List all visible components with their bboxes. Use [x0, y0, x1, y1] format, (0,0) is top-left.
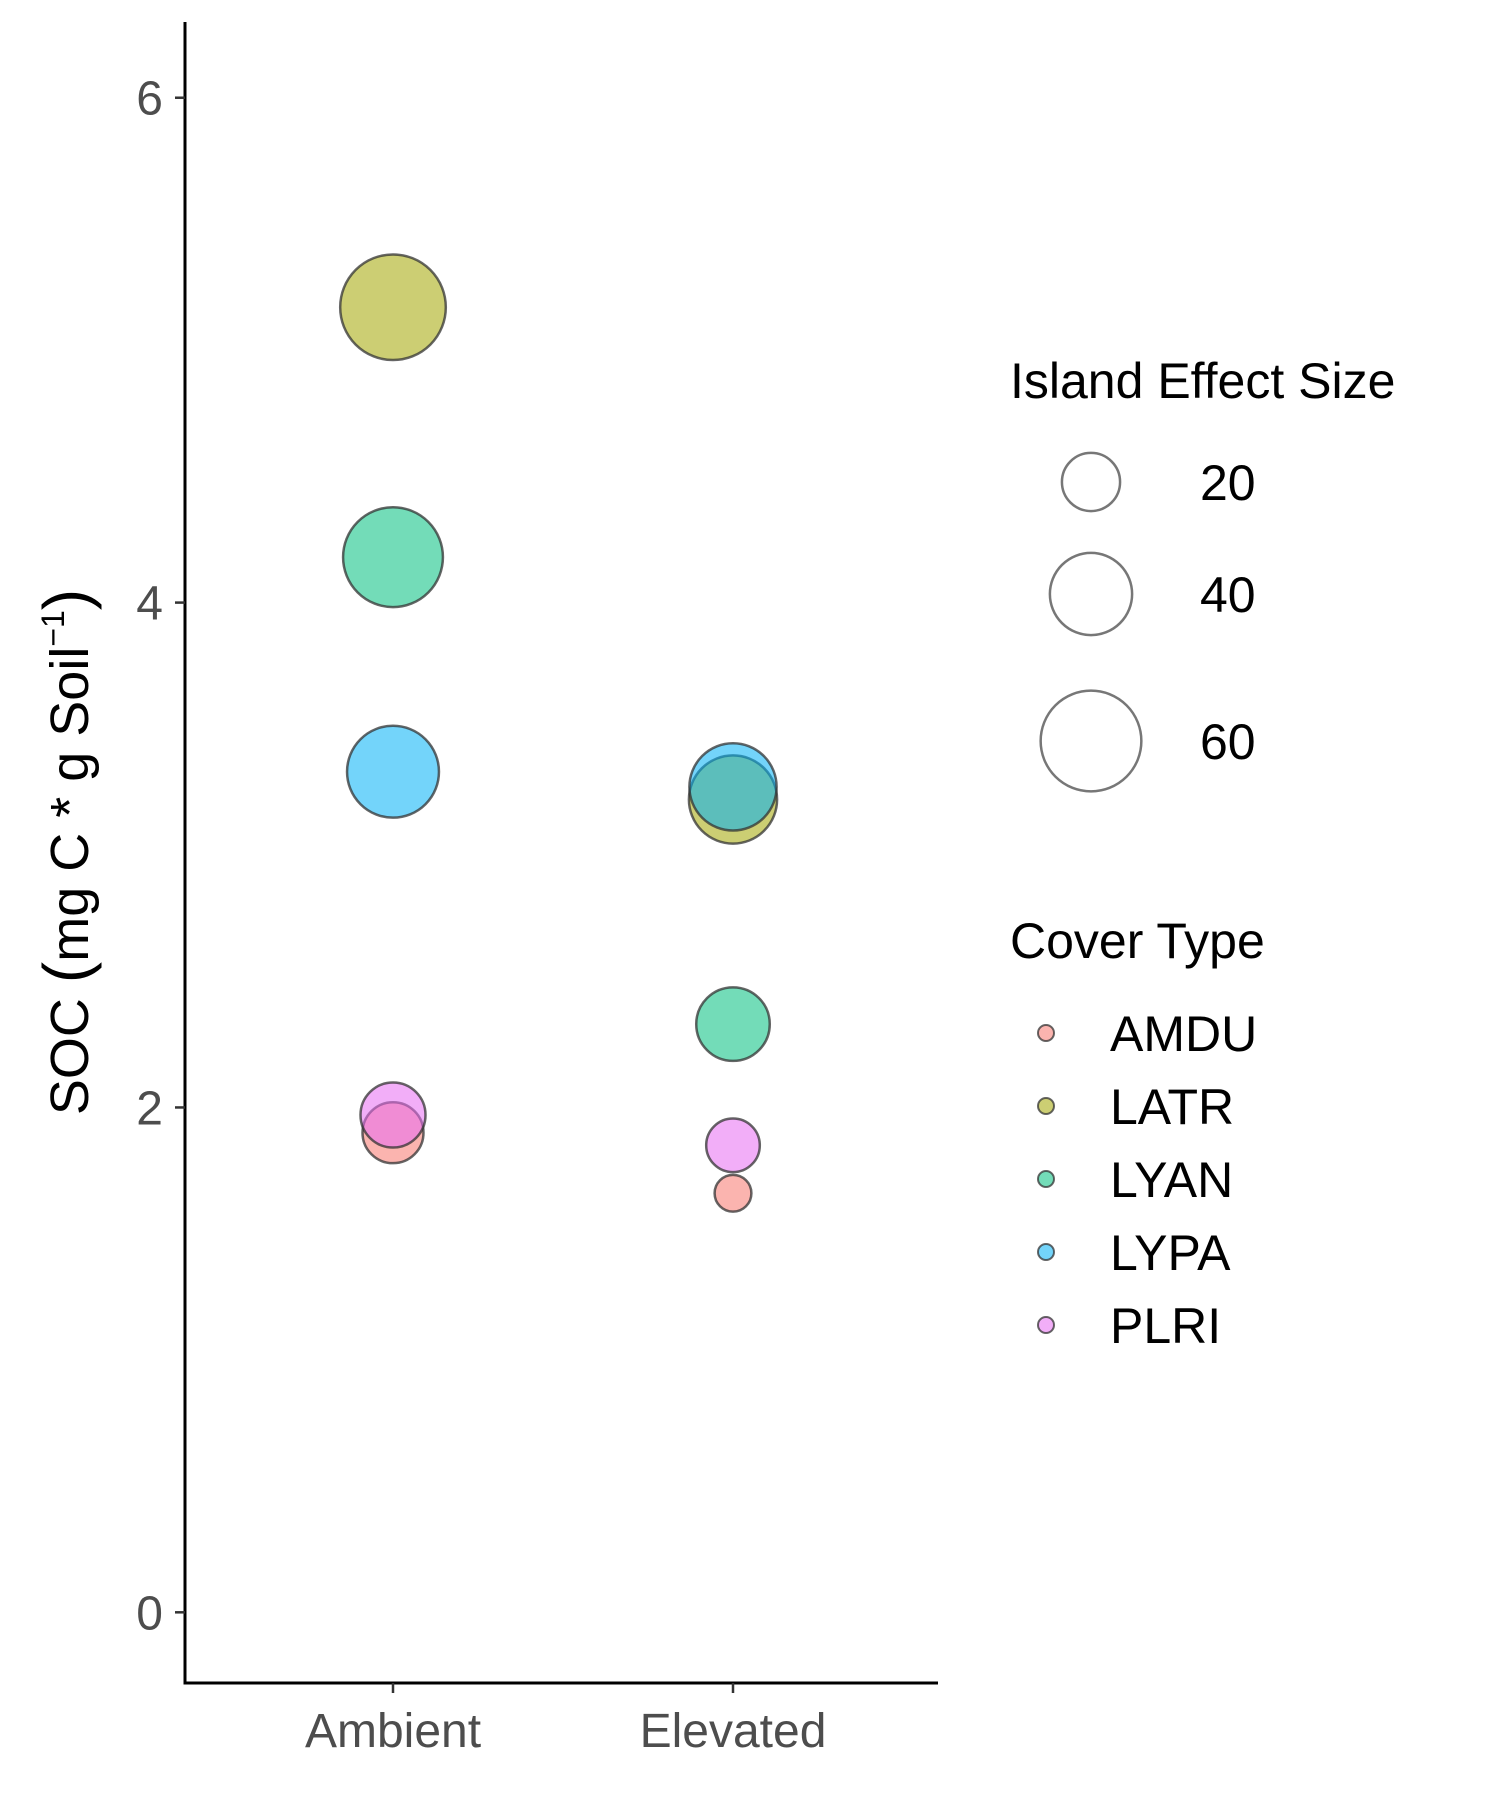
point-latr-ambient [338, 253, 448, 362]
color-legend-keys: AMDU LATR LYAN LYPA PLRI [1037, 1006, 1257, 1354]
size-legend-title: Island Effect Size [1010, 353, 1395, 409]
y-axis-title-superscript: −1 [35, 610, 71, 646]
color-legend-title: Cover Type [1010, 913, 1265, 969]
size-legend: Island Effect Size 20 40 60 [1010, 353, 1395, 793]
point-amdu-elevated [713, 1173, 753, 1213]
color-legend-key-latr [1037, 1097, 1055, 1115]
y-axis-ticks: 0 2 4 6 [136, 73, 185, 1640]
color-legend-label-lyan: LYAN [1110, 1152, 1233, 1208]
size-legend-key-60 [1039, 689, 1143, 793]
x-tick-label-elevated: Elevated [640, 1705, 827, 1758]
point-plri-ambient [359, 1081, 427, 1149]
y-tick-label-4: 4 [136, 578, 163, 631]
point-lyan-ambient [341, 505, 445, 609]
y-tick-label-0: 0 [136, 1587, 163, 1640]
color-legend-label-lypa: LYPA [1110, 1225, 1231, 1281]
y-axis-title-close-paren: ) [30, 589, 102, 610]
size-legend-key-20 [1060, 451, 1122, 513]
y-tick-label-6: 6 [136, 73, 163, 126]
size-legend-keys: 20 40 60 [1039, 451, 1256, 793]
x-axis-ticks: Ambient Elevated [305, 1683, 826, 1758]
plot-points [338, 253, 779, 1213]
y-tick-label-2: 2 [136, 1082, 163, 1135]
y-axis-title-text: mg C * g Soil [40, 647, 100, 962]
color-legend-label-latr: LATR [1110, 1079, 1234, 1135]
size-legend-label-40: 40 [1200, 567, 1256, 623]
color-legend-label-plri: PLRI [1110, 1298, 1221, 1354]
y-axis-title-prefix: SOC [40, 983, 100, 1115]
x-tick-label-ambient: Ambient [305, 1705, 481, 1758]
color-legend-key-amdu [1037, 1024, 1055, 1042]
point-lypa-ambient [345, 724, 441, 819]
point-lypa-elevated [688, 742, 778, 832]
point-plri-elevated [704, 1117, 762, 1174]
color-legend-label-amdu: AMDU [1110, 1006, 1257, 1062]
point-lyan-elevated [694, 986, 772, 1063]
color-legend-key-lypa [1037, 1243, 1055, 1261]
size-legend-label-20: 20 [1200, 455, 1256, 511]
color-legend-key-lyan [1037, 1170, 1055, 1188]
color-legend-key-plri [1037, 1316, 1055, 1334]
size-legend-key-40 [1048, 551, 1134, 637]
size-legend-label-60: 60 [1200, 714, 1256, 770]
y-axis-title-open-paren: ( [30, 962, 102, 983]
y-axis-title: SOC (mg C * g Soil−1) [30, 589, 102, 1115]
color-legend: Cover Type AMDU LATR LYAN LYPA PLRI [1010, 913, 1265, 1354]
